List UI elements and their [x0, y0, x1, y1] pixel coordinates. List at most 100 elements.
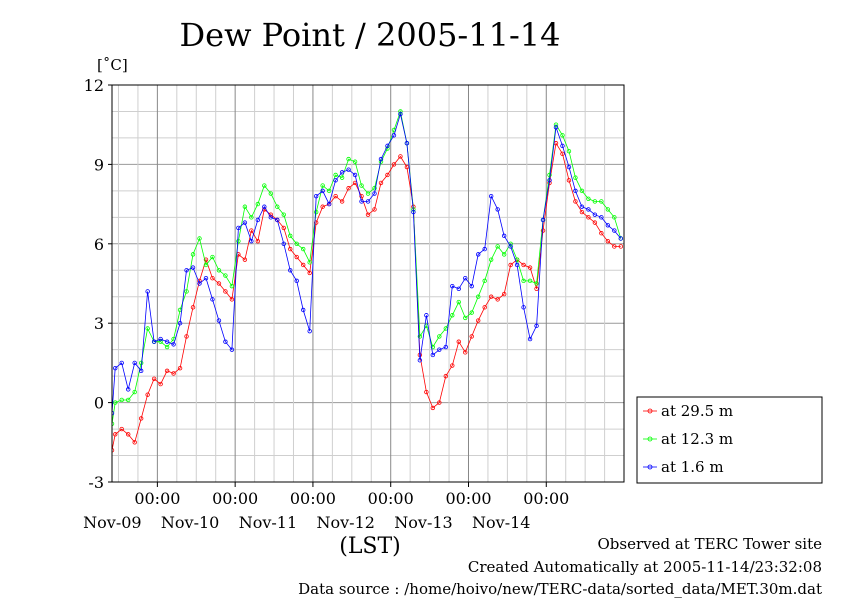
data-point: [391, 162, 397, 167]
data-point: [339, 175, 345, 180]
data-point: [164, 339, 170, 344]
data-point: [210, 254, 215, 260]
x-tick-time-label: 00:00: [134, 489, 180, 508]
data-point: [437, 334, 442, 339]
series-2: [112, 111, 624, 416]
data-point: [521, 278, 526, 284]
data-point: [385, 172, 390, 178]
data-point: [599, 231, 604, 236]
data-point: [560, 151, 565, 157]
legend-entry-label: at 29.5 m: [661, 402, 733, 420]
x-tick-date-label: Nov-09: [83, 513, 141, 532]
data-point: [313, 220, 319, 225]
data-point: [398, 154, 403, 159]
data-point: [592, 220, 598, 225]
data-point: [275, 204, 280, 209]
data-point: [573, 175, 578, 180]
plot-frame: [111, 84, 625, 483]
data-point: [138, 416, 144, 421]
data-point: [164, 368, 170, 374]
data-point: [158, 381, 163, 387]
data-point: [488, 294, 494, 299]
data-point: [112, 421, 115, 426]
data-point: [281, 241, 286, 246]
data-point: [320, 204, 325, 209]
data-point: [592, 199, 598, 204]
data-point: [249, 228, 254, 233]
data-point: [313, 193, 319, 199]
data-point: [521, 305, 526, 310]
data-point: [612, 215, 617, 220]
data-point: [236, 225, 241, 231]
data-point: [547, 178, 552, 183]
data-point: [450, 363, 455, 368]
data-point: [456, 339, 461, 344]
data-point: [132, 389, 137, 395]
y-axis: -3 0 3 6 9 12: [84, 76, 112, 492]
x-tick-date-label: Nov-10: [161, 513, 219, 532]
data-point: [346, 186, 351, 191]
data-point: [527, 265, 533, 270]
series-line: [112, 109, 622, 424]
data-point: [573, 199, 578, 204]
data-point: [566, 148, 572, 154]
data-point: [560, 133, 565, 138]
data-point: [288, 268, 293, 273]
data-point: [612, 244, 617, 249]
data-point: [482, 278, 487, 284]
data-point: [456, 286, 461, 291]
data-point: [119, 397, 124, 403]
y-axis-unit-label: [˚C]: [97, 56, 128, 74]
data-point: [307, 328, 312, 334]
data-point: [488, 257, 494, 262]
data-point: [456, 299, 461, 305]
chart-title: Dew Point / 2005-11-14: [180, 16, 561, 54]
data-point: [365, 191, 371, 196]
data-point: [229, 297, 235, 302]
data-point: [547, 172, 552, 178]
y-tick-label: 3: [94, 314, 104, 333]
data-point: [482, 246, 487, 252]
data-point: [288, 233, 293, 239]
data-point: [612, 228, 617, 233]
data-point: [579, 209, 585, 215]
data-point: [164, 344, 170, 350]
data-point: [249, 238, 254, 244]
data-point: [450, 313, 455, 318]
data-point: [398, 111, 403, 117]
data-point: [326, 188, 332, 194]
data-point: [482, 305, 487, 310]
x-tick-time-label: 00:00: [523, 489, 569, 508]
data-point: [145, 326, 150, 331]
data-point: [190, 305, 196, 310]
data-point: [501, 291, 507, 297]
data-point: [339, 170, 345, 175]
data-point: [171, 342, 176, 347]
data-point: [242, 257, 248, 262]
data-point: [119, 426, 124, 432]
x-tick-time-label: 00:00: [368, 489, 414, 508]
data-point: [534, 281, 539, 286]
data-point: [534, 323, 539, 329]
y-tick-label: 9: [94, 155, 104, 174]
data-point: [469, 310, 474, 315]
footer-source: Data source : /home/hoivo/new/TERC-data/…: [298, 580, 822, 598]
data-point: [424, 313, 429, 318]
data-point: [495, 297, 500, 302]
data-point: [430, 405, 436, 411]
data-point: [359, 193, 364, 199]
data-point: [463, 276, 468, 281]
x-tick-date-label: Nov-13: [394, 513, 452, 532]
data-point: [326, 201, 332, 207]
data-point: [307, 260, 312, 265]
data-point: [540, 217, 546, 223]
data-point: [229, 283, 235, 289]
data-point: [508, 262, 513, 268]
data-point: [443, 344, 449, 350]
data-point: [365, 199, 371, 204]
data-point: [514, 262, 520, 268]
y-tick-label: -3: [88, 473, 104, 492]
data-point: [126, 387, 131, 392]
data-point: [255, 238, 261, 244]
data-point: [573, 188, 578, 194]
